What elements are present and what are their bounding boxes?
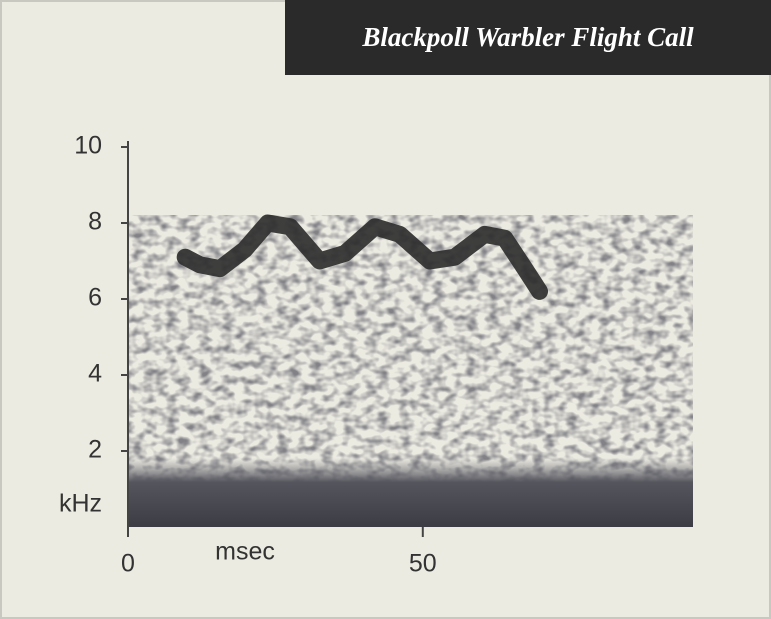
y-tick-label: 10 (74, 132, 102, 160)
x-tick-label: 50 (409, 550, 437, 578)
call-contour (176, 214, 549, 300)
plot-area (128, 215, 693, 527)
y-axis-label: kHz (59, 490, 102, 518)
y-tick-label: 2 (88, 436, 102, 464)
x-tick-label: 0 (121, 550, 135, 578)
y-tick-label: 8 (88, 208, 102, 236)
y-tick-label: 4 (88, 360, 102, 388)
title-box (285, 0, 771, 75)
x-axis-label: msec (215, 538, 275, 566)
y-tick-label: 6 (88, 284, 102, 312)
chart-title: Blackpoll Warbler Flight Call (361, 22, 694, 52)
low-frequency-band (128, 458, 693, 527)
